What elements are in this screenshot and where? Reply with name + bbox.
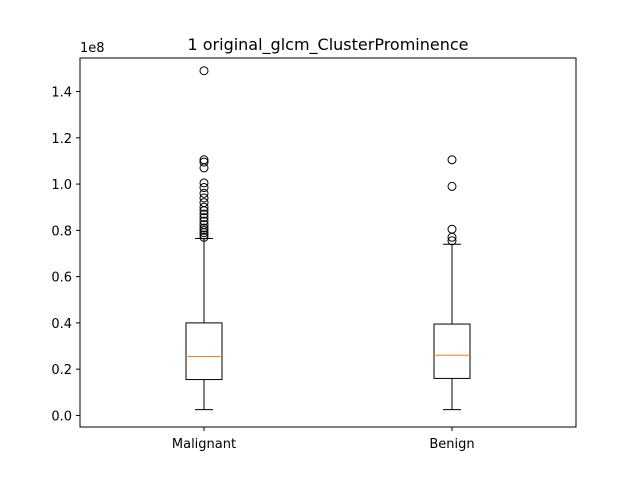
outlier-point	[199, 223, 209, 233]
x-axis: Malignant Benign	[172, 427, 475, 452]
x-tick-label: Benign	[429, 437, 474, 452]
chart-title: 1 original_glcm_ClusterProminence	[187, 35, 468, 55]
outlier-point	[447, 181, 457, 191]
outlier-point	[447, 236, 457, 246]
y-tick-label: 0.6	[51, 271, 72, 286]
outlier-point	[199, 209, 209, 219]
outlier-point	[199, 157, 209, 167]
outlier-point	[447, 155, 457, 165]
box-malignant	[185, 66, 223, 411]
outlier-point	[447, 224, 457, 234]
box-benign	[433, 155, 471, 411]
outlier-point	[199, 202, 209, 212]
y-tick-label: 0.4	[51, 317, 72, 332]
outlier-point	[199, 230, 209, 240]
outlier-point	[199, 193, 209, 203]
iqr-box	[185, 322, 223, 381]
boxes-layer	[185, 66, 471, 411]
y-tick-label: 0.2	[51, 363, 72, 378]
outlier-point	[199, 183, 209, 193]
outlier-point	[199, 188, 209, 198]
y-axis-offset-text: 1e8	[80, 41, 105, 56]
outlier-point	[199, 220, 209, 230]
y-tick-label: 0.0	[51, 409, 72, 424]
y-axis: 0.0 0.2 0.4 0.6 0.8 1.0 1.2 1.4	[51, 86, 80, 424]
outlier-point	[199, 216, 209, 226]
outlier-point	[199, 178, 209, 188]
y-tick-label: 1.0	[51, 178, 72, 193]
outlier-point	[199, 213, 209, 223]
y-tick-label: 1.2	[51, 132, 72, 147]
outlier-point	[199, 155, 209, 165]
y-tick-label: 1.4	[51, 86, 72, 101]
outlier-point	[199, 232, 209, 242]
x-tick-label: Malignant	[172, 437, 236, 452]
outlier-point	[199, 198, 209, 208]
plot-area-frame	[79, 57, 577, 428]
iqr-box	[433, 323, 471, 379]
outlier-point	[199, 66, 209, 76]
outlier-point	[199, 225, 209, 235]
y-tick-label: 0.8	[51, 224, 72, 239]
